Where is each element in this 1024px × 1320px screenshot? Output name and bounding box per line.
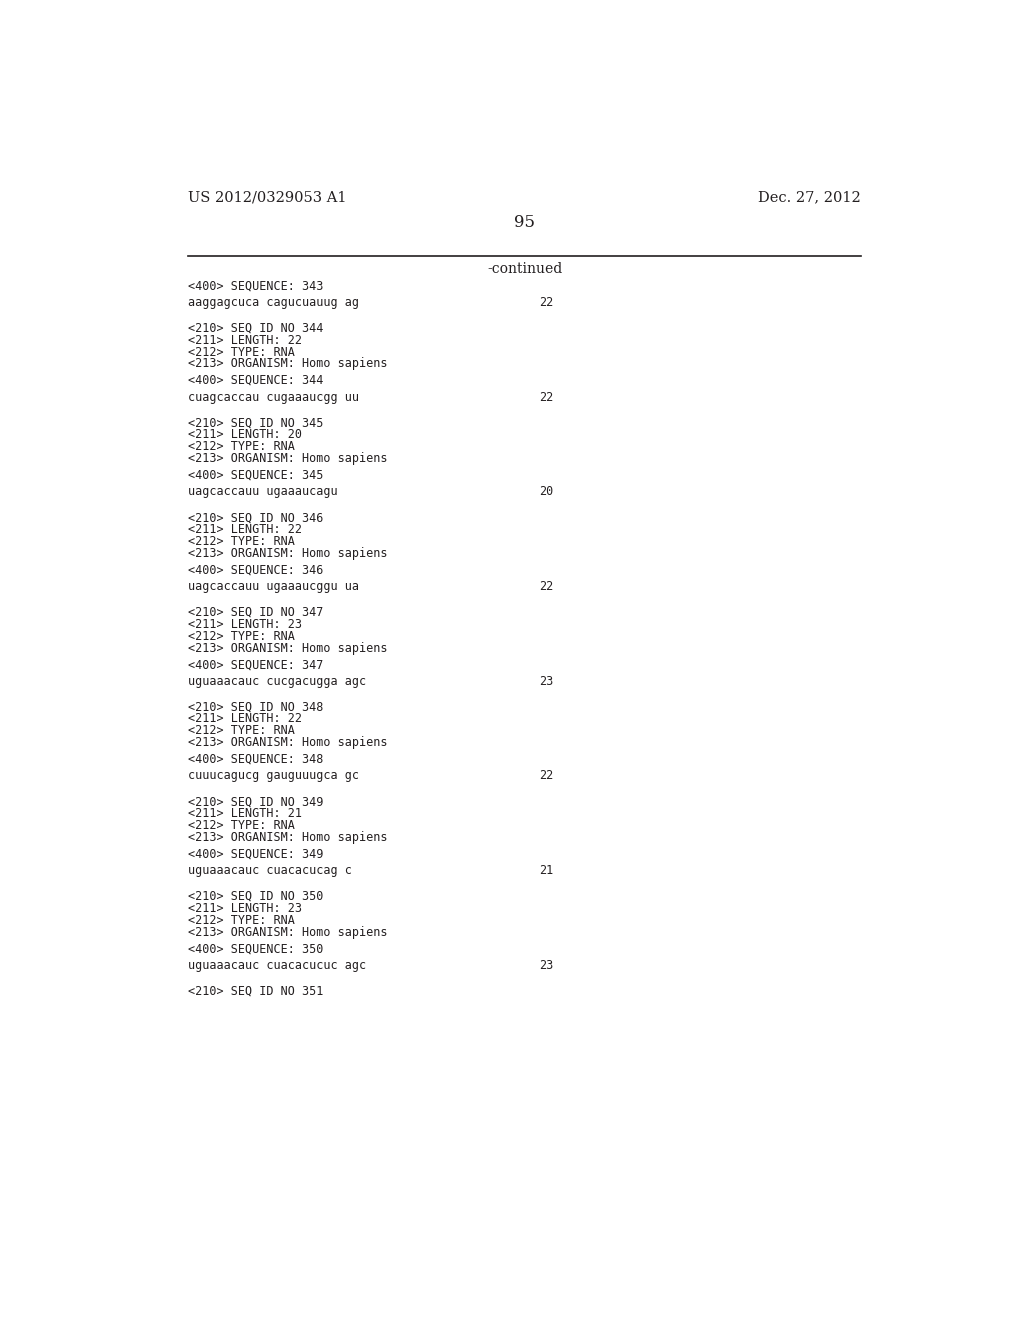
Text: <213> ORGANISM: Homo sapiens: <213> ORGANISM: Homo sapiens [188,925,388,939]
Text: <400> SEQUENCE: 346: <400> SEQUENCE: 346 [188,564,324,577]
Text: <212> TYPE: RNA: <212> TYPE: RNA [188,630,295,643]
Text: <210> SEQ ID NO 346: <210> SEQ ID NO 346 [188,511,324,524]
Text: <211> LENGTH: 23: <211> LENGTH: 23 [188,618,302,631]
Text: <212> TYPE: RNA: <212> TYPE: RNA [188,725,295,738]
Text: uguaaacauc cucgacugga agc: uguaaacauc cucgacugga agc [188,675,367,688]
Text: <400> SEQUENCE: 350: <400> SEQUENCE: 350 [188,942,324,956]
Text: <211> LENGTH: 23: <211> LENGTH: 23 [188,902,302,915]
Text: 22: 22 [539,770,553,783]
Text: <211> LENGTH: 20: <211> LENGTH: 20 [188,428,302,441]
Text: <213> ORGANISM: Homo sapiens: <213> ORGANISM: Homo sapiens [188,453,388,465]
Text: <212> TYPE: RNA: <212> TYPE: RNA [188,913,295,927]
Text: 20: 20 [539,486,553,498]
Text: <213> ORGANISM: Homo sapiens: <213> ORGANISM: Homo sapiens [188,642,388,655]
Text: cuagcaccau cugaaaucgg uu: cuagcaccau cugaaaucgg uu [188,391,359,404]
Text: <211> LENGTH: 21: <211> LENGTH: 21 [188,807,302,820]
Text: 22: 22 [539,296,553,309]
Text: <212> TYPE: RNA: <212> TYPE: RNA [188,818,295,832]
Text: <212> TYPE: RNA: <212> TYPE: RNA [188,346,295,359]
Text: <213> ORGANISM: Homo sapiens: <213> ORGANISM: Homo sapiens [188,737,388,750]
Text: <213> ORGANISM: Homo sapiens: <213> ORGANISM: Homo sapiens [188,546,388,560]
Text: <400> SEQUENCE: 348: <400> SEQUENCE: 348 [188,752,324,766]
Text: <212> TYPE: RNA: <212> TYPE: RNA [188,535,295,548]
Text: <211> LENGTH: 22: <211> LENGTH: 22 [188,713,302,726]
Text: <400> SEQUENCE: 349: <400> SEQUENCE: 349 [188,847,324,861]
Text: aaggagcuca cagucuauug ag: aaggagcuca cagucuauug ag [188,296,359,309]
Text: 23: 23 [539,958,553,972]
Text: <210> SEQ ID NO 344: <210> SEQ ID NO 344 [188,322,324,335]
Text: <212> TYPE: RNA: <212> TYPE: RNA [188,441,295,453]
Text: 23: 23 [539,675,553,688]
Text: uguaaacauc cuacacucuc agc: uguaaacauc cuacacucuc agc [188,958,367,972]
Text: <211> LENGTH: 22: <211> LENGTH: 22 [188,334,302,347]
Text: <213> ORGANISM: Homo sapiens: <213> ORGANISM: Homo sapiens [188,358,388,371]
Text: 95: 95 [514,214,536,231]
Text: <400> SEQUENCE: 344: <400> SEQUENCE: 344 [188,374,324,387]
Text: US 2012/0329053 A1: US 2012/0329053 A1 [188,191,347,205]
Text: uguaaacauc cuacacucag c: uguaaacauc cuacacucag c [188,865,352,876]
Text: <210> SEQ ID NO 348: <210> SEQ ID NO 348 [188,701,324,714]
Text: <210> SEQ ID NO 350: <210> SEQ ID NO 350 [188,890,324,903]
Text: uagcaccauu ugaaaucagu: uagcaccauu ugaaaucagu [188,486,338,498]
Text: <400> SEQUENCE: 343: <400> SEQUENCE: 343 [188,280,324,292]
Text: <211> LENGTH: 22: <211> LENGTH: 22 [188,523,302,536]
Text: <210> SEQ ID NO 347: <210> SEQ ID NO 347 [188,606,324,619]
Text: <210> SEQ ID NO 349: <210> SEQ ID NO 349 [188,795,324,808]
Text: 22: 22 [539,391,553,404]
Text: Dec. 27, 2012: Dec. 27, 2012 [759,191,861,205]
Text: <210> SEQ ID NO 345: <210> SEQ ID NO 345 [188,416,324,429]
Text: -continued: -continued [487,261,562,276]
Text: <210> SEQ ID NO 351: <210> SEQ ID NO 351 [188,985,324,998]
Text: <400> SEQUENCE: 347: <400> SEQUENCE: 347 [188,659,324,671]
Text: 22: 22 [539,579,553,593]
Text: uagcaccauu ugaaaucggu ua: uagcaccauu ugaaaucggu ua [188,579,359,593]
Text: <213> ORGANISM: Homo sapiens: <213> ORGANISM: Homo sapiens [188,832,388,843]
Text: cuuucagucg gauguuugca gc: cuuucagucg gauguuugca gc [188,770,359,783]
Text: 21: 21 [539,865,553,876]
Text: <400> SEQUENCE: 345: <400> SEQUENCE: 345 [188,469,324,482]
